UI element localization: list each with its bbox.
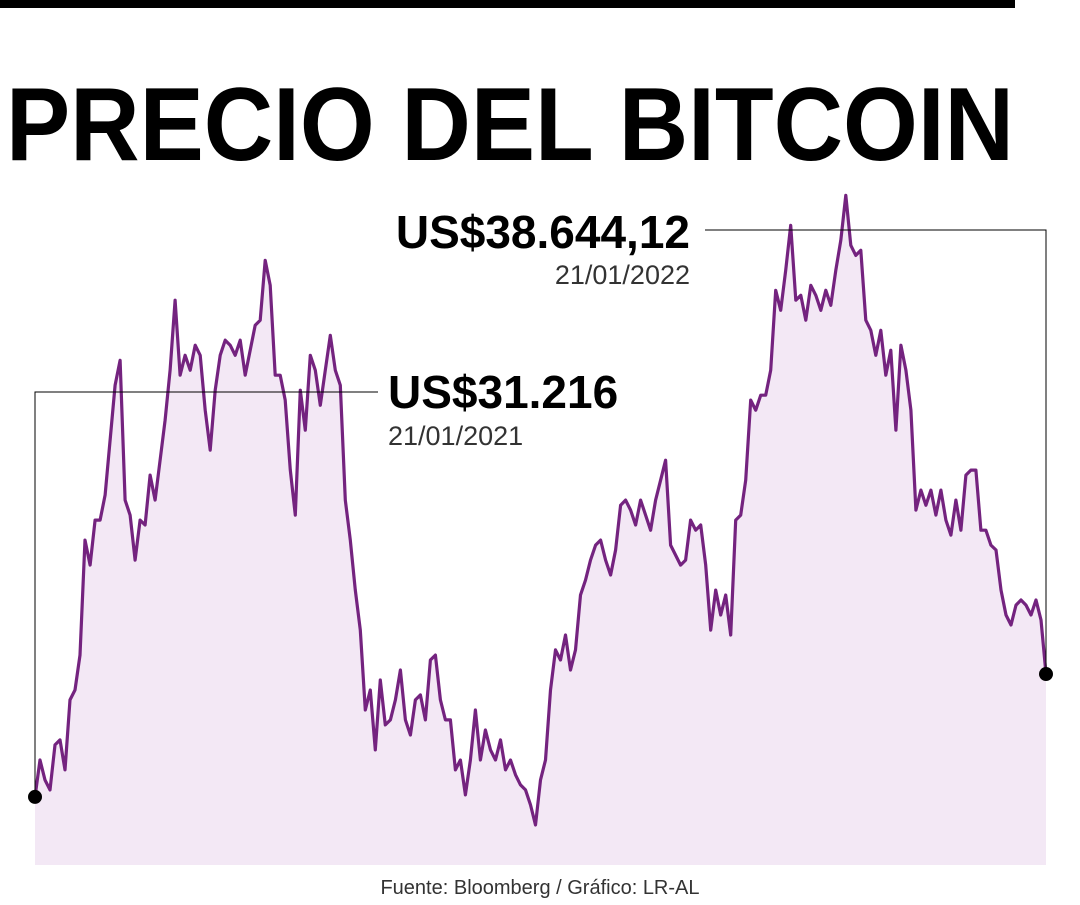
- chart-title: PRECIO DEL BITCOIN: [6, 67, 1014, 183]
- area: [35, 195, 1046, 866]
- leader-line: [34, 391, 378, 797]
- source-note: Fuente: Bloomberg / Gráfico: LR-AL: [380, 877, 699, 899]
- point-marker: [28, 789, 42, 804]
- top-rule: [0, 0, 1015, 8]
- plot-area: [28, 193, 1053, 866]
- annotation-value: US$31.216: [388, 366, 618, 418]
- annotation-value: US$38.644,12: [396, 206, 690, 258]
- leader-line: [705, 229, 1047, 675]
- annotations: US$38.644,12 21/01/2022 US$31.216 21/01/…: [388, 206, 690, 451]
- point-marker: [1039, 667, 1053, 682]
- annotation-date: 21/01/2022: [555, 260, 690, 290]
- annotation-date: 21/01/2021: [388, 421, 523, 451]
